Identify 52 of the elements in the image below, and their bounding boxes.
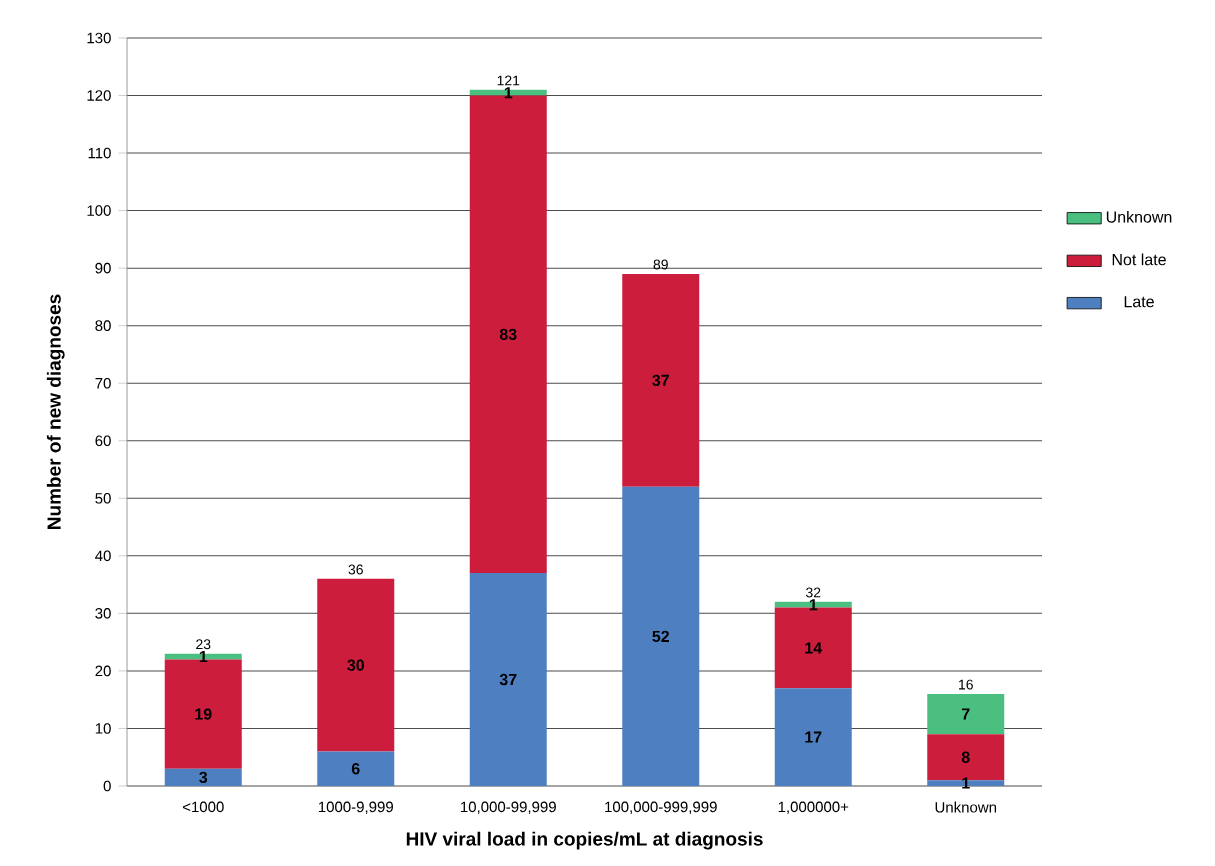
y-tick-label: 80 (95, 320, 111, 331)
x-tick-label: <1000 (182, 801, 224, 813)
y-tick-label: 50 (95, 492, 111, 504)
bar (622, 273, 700, 487)
x-tick-label: Unknown (935, 801, 997, 813)
data-label: 83 (499, 328, 517, 340)
data-label: 7 (962, 708, 970, 720)
total-label: 121 (497, 75, 520, 86)
total-label: 36 (348, 564, 363, 575)
data-label: 3 (199, 771, 208, 784)
total-label: 23 (196, 639, 211, 650)
data-label: 30 (347, 659, 364, 671)
total-label: 89 (653, 259, 668, 270)
bar (317, 578, 395, 752)
data-label: 19 (195, 708, 212, 720)
bar (164, 768, 242, 786)
y-tick-label: 130 (87, 32, 111, 44)
y-tick-label: 0 (103, 780, 111, 792)
y-tick-label: 60 (95, 435, 111, 447)
bar (469, 573, 547, 786)
total-label: 32 (806, 587, 821, 598)
y-tick-label: 110 (88, 147, 111, 159)
data-label: 37 (652, 374, 669, 387)
y-tick-label: 30 (95, 608, 111, 619)
total-label: 16 (959, 679, 973, 690)
y-tick-label: 120 (87, 90, 111, 101)
data-label: 17 (805, 731, 822, 743)
bar (622, 486, 700, 786)
data-label: 52 (652, 630, 669, 643)
x-tick-label: 10,000-99,999 (461, 801, 556, 814)
x-tick-label: 1000-9,999 (318, 801, 393, 814)
y-tick-label: 20 (95, 665, 111, 677)
y-tick-label: 70 (95, 377, 111, 389)
y-tick-label: 10 (95, 723, 111, 734)
bar (774, 688, 852, 786)
y-tick-label: 90 (95, 262, 111, 274)
x-axis-title: HIV viral load in copies/mL at diagnosis (406, 831, 763, 850)
bar (317, 751, 395, 786)
data-label: 1 (962, 777, 970, 789)
legend-label: Not late (1112, 253, 1166, 266)
legend-label: Late (1124, 296, 1154, 308)
y-tick-label: 100 (87, 205, 111, 216)
legend-label: Unknown (1106, 210, 1172, 223)
y-tick-label: 40 (95, 550, 111, 562)
y-axis-title: Number of new diagnoses (46, 294, 65, 529)
x-tick-label: 100,000-999,999 (605, 801, 717, 814)
data-label: 8 (961, 751, 970, 763)
data-label: 14 (805, 642, 823, 654)
x-tick-label: 1,000000+ (778, 801, 849, 814)
data-label: 37 (499, 673, 517, 686)
bar (927, 693, 1005, 735)
data-label: 6 (351, 763, 360, 775)
